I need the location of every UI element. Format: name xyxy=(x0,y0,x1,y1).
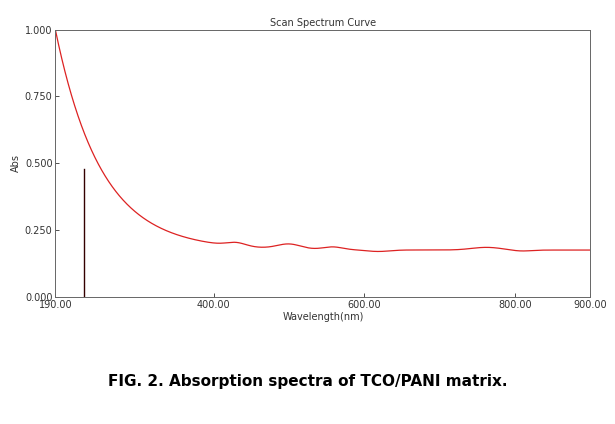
Title: Scan Spectrum Curve: Scan Spectrum Curve xyxy=(270,17,376,28)
X-axis label: Wavelength(nm): Wavelength(nm) xyxy=(282,312,363,322)
Text: FIG. 2. Absorption spectra of TCO/PANI matrix.: FIG. 2. Absorption spectra of TCO/PANI m… xyxy=(108,374,507,389)
Y-axis label: Abs: Abs xyxy=(10,154,21,172)
